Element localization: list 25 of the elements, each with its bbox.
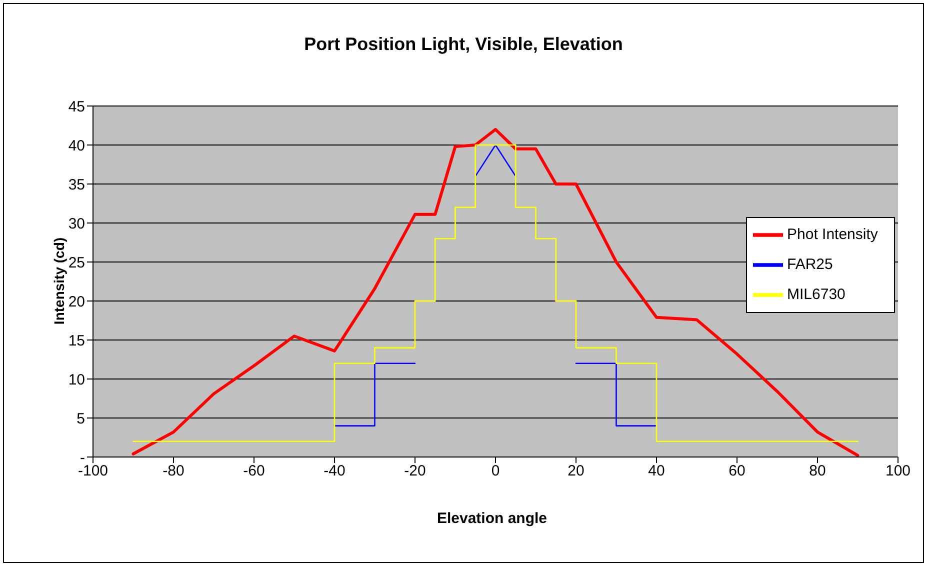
x-tick-label: 60 [728,462,746,480]
x-tick-label: 80 [809,462,826,480]
x-tick-label: -60 [243,462,265,480]
y-axis-title: Intensity (cd) [51,237,67,325]
legend-label: Phot Intensity [787,226,878,243]
y-tick-label: 30 [68,215,85,232]
y-tick-label: 20 [68,293,85,310]
y-tick-label: 15 [68,332,85,350]
chart-title: Port Position Light, Visible, Elevation [303,34,624,55]
y-tick-label: 25 [68,254,85,272]
x-tick-label: -20 [404,462,426,480]
x-axis-title: Elevation angle [436,510,548,527]
legend-label: FAR25 [787,256,833,273]
y-tick-label: 45 [68,98,85,116]
x-tick-label: -80 [162,462,184,480]
legend-label: MIL6730 [787,286,846,303]
y-tick-label: 10 [68,371,85,388]
x-tick-label: -40 [324,462,346,480]
y-tick-label: 40 [68,137,85,154]
x-tick-label: 40 [648,462,665,480]
y-tick-label: 5 [76,410,85,428]
y-tick-label: 35 [68,176,85,194]
x-tick-label: 0 [491,462,500,480]
x-tick-label: 100 [885,462,911,480]
x-tick-label: 20 [568,462,584,480]
